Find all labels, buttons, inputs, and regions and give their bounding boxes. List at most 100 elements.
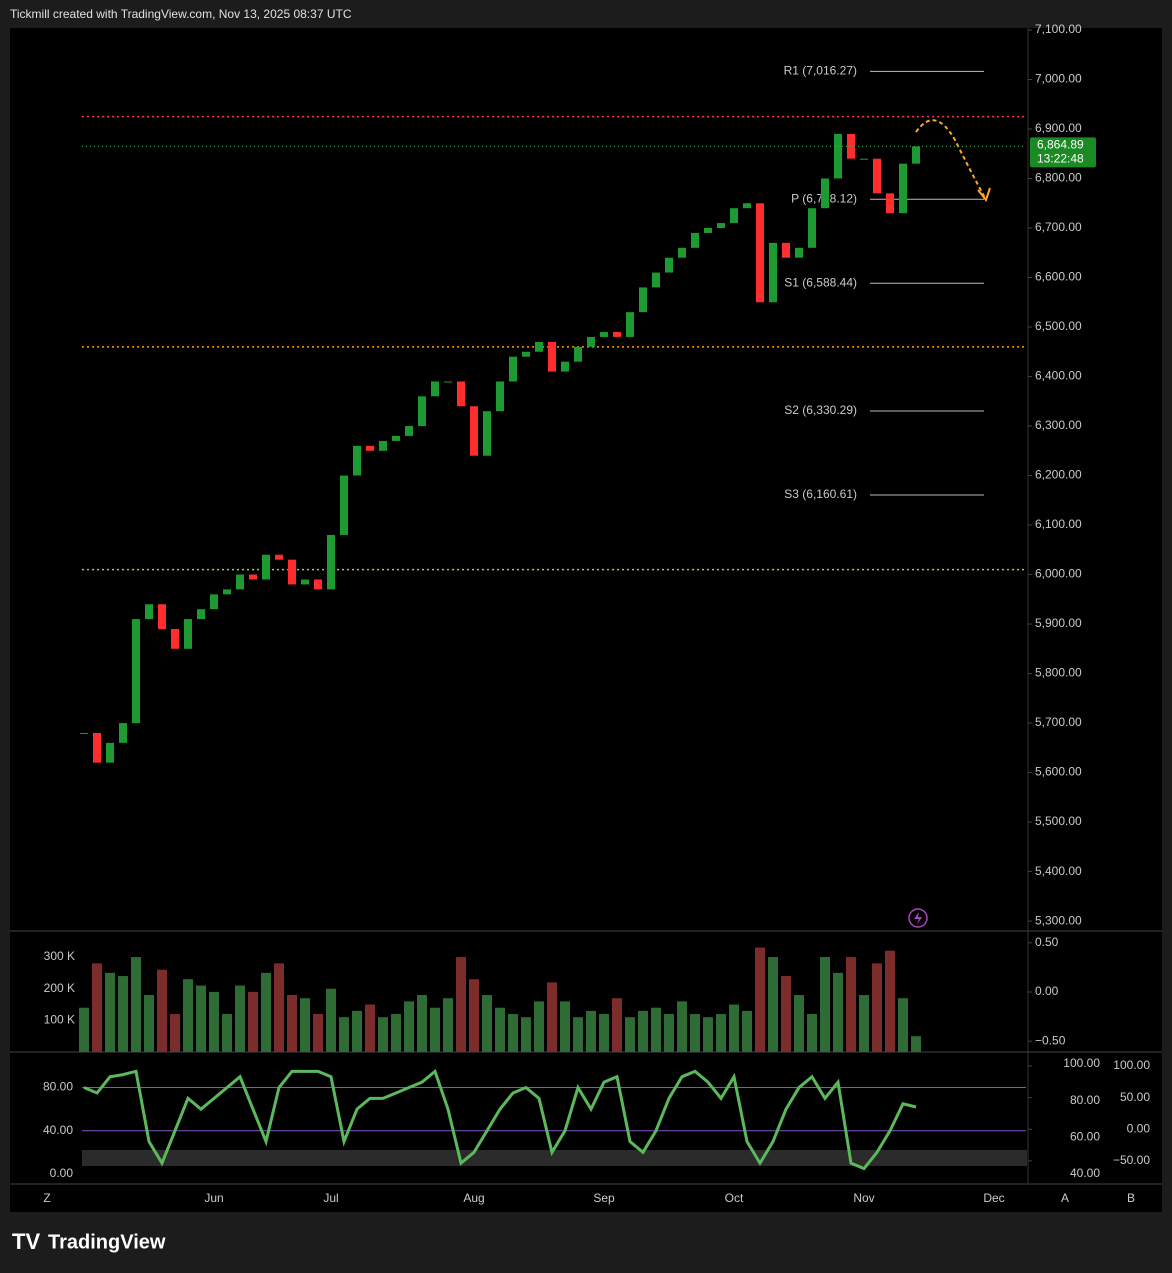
corner-label[interactable]: Z xyxy=(43,1191,50,1205)
candle xyxy=(769,242,777,303)
y-tick-label: −0.50 xyxy=(1035,1033,1066,1047)
x-tick-label: Jun xyxy=(204,1191,223,1205)
y-tick-label: 0.50 xyxy=(1035,935,1059,949)
volume-bar xyxy=(586,1010,596,1052)
volume-bar xyxy=(677,1001,687,1052)
corner-label[interactable]: B xyxy=(1127,1191,1135,1205)
volume-bar xyxy=(391,1014,401,1052)
volume-bar xyxy=(144,995,154,1052)
candle xyxy=(405,426,413,436)
volume-bar xyxy=(300,998,310,1052)
volume-bar xyxy=(651,1007,661,1052)
volume-bar xyxy=(898,998,908,1052)
candle xyxy=(535,341,543,352)
candle xyxy=(600,331,608,337)
volume-bar xyxy=(625,1017,635,1052)
volume-bar xyxy=(352,1010,362,1052)
candle xyxy=(210,594,218,610)
volume-bar xyxy=(339,1017,349,1052)
volume-bar xyxy=(794,995,804,1052)
y-tick-label: 40.00 xyxy=(1070,1166,1100,1180)
logo-mark: TV xyxy=(12,1229,40,1254)
candle xyxy=(457,381,465,407)
candle xyxy=(561,361,569,372)
volume-bar xyxy=(846,957,856,1052)
candle xyxy=(821,178,829,209)
candle xyxy=(899,163,907,214)
candle xyxy=(522,351,530,357)
volume-bar xyxy=(729,1004,739,1052)
volume-bar xyxy=(235,985,245,1052)
y-tick-label: 5,400.00 xyxy=(1035,864,1082,878)
volume-bar xyxy=(612,998,622,1052)
candle xyxy=(249,574,257,580)
y-tick-label: 100.00 xyxy=(1063,1056,1100,1070)
candle xyxy=(860,158,868,160)
volume-bar xyxy=(508,1014,518,1052)
volume-bar xyxy=(872,963,882,1052)
alert-icon[interactable] xyxy=(908,908,928,928)
candle xyxy=(730,208,738,224)
candle xyxy=(275,554,283,560)
candle xyxy=(184,619,192,649)
candle xyxy=(431,381,439,397)
volume-bar xyxy=(521,1017,531,1052)
volume-bar xyxy=(859,995,869,1052)
volume-bar xyxy=(313,1014,323,1052)
forecast-arrow xyxy=(915,119,986,199)
pivot-label: S3 (6,160.61) xyxy=(784,487,857,501)
candle xyxy=(379,440,387,451)
y-tick-label: 0.00 xyxy=(50,1166,74,1180)
candle xyxy=(782,242,790,258)
candle xyxy=(496,381,504,412)
last-price-label: 6,864.89 xyxy=(1037,138,1084,152)
y-tick-label: 6,100.00 xyxy=(1035,517,1082,531)
candle xyxy=(223,589,231,595)
volume-bar xyxy=(716,1014,726,1052)
x-tick-label: Nov xyxy=(853,1191,874,1205)
candle xyxy=(301,579,309,585)
y-tick-label: 6,300.00 xyxy=(1035,418,1082,432)
volume-bar xyxy=(378,1017,388,1052)
y-tick-label: 80.00 xyxy=(1070,1093,1100,1107)
volume-bar xyxy=(105,972,115,1052)
y-tick-label: 60.00 xyxy=(1070,1130,1100,1144)
volume-bar xyxy=(703,1017,713,1052)
candle xyxy=(795,247,803,258)
candle xyxy=(262,554,270,580)
candle xyxy=(353,445,361,476)
candle xyxy=(327,534,335,590)
x-tick-label: Oct xyxy=(725,1191,744,1205)
y-tick-label: 80.00 xyxy=(43,1080,73,1094)
volume-bar xyxy=(755,947,765,1052)
candle xyxy=(652,272,660,288)
candle xyxy=(106,742,114,763)
candle xyxy=(743,203,751,209)
volume-bar xyxy=(261,972,271,1052)
oscillator-line xyxy=(83,1068,917,1171)
candle xyxy=(678,247,686,258)
volume-bar xyxy=(833,972,843,1052)
y-tick-label: 100 K xyxy=(44,1013,75,1027)
y-tick-label: 40.00 xyxy=(43,1123,73,1137)
x-tick-label: Jul xyxy=(323,1191,338,1205)
volume-bar xyxy=(482,995,492,1052)
y-tick-label: 200 K xyxy=(44,981,75,995)
y-tick-label: 5,600.00 xyxy=(1035,765,1082,779)
candle xyxy=(236,574,244,590)
candle xyxy=(613,331,621,337)
oscillator-zone xyxy=(82,1150,1027,1166)
countdown: 13:22:48 xyxy=(1037,152,1084,166)
volume-bar xyxy=(404,1001,414,1052)
candle xyxy=(145,604,153,620)
candle xyxy=(340,475,348,535)
volume-bar xyxy=(469,979,479,1052)
y-tick-label: 6,000.00 xyxy=(1035,567,1082,581)
candle xyxy=(574,346,582,362)
volume-bar xyxy=(222,1014,232,1052)
corner-label[interactable]: A xyxy=(1061,1191,1069,1205)
y-tick-label: 5,700.00 xyxy=(1035,715,1082,729)
y-tick-label: 5,500.00 xyxy=(1035,814,1082,828)
y-tick-label: 6,600.00 xyxy=(1035,270,1082,284)
volume-bar xyxy=(456,957,466,1052)
